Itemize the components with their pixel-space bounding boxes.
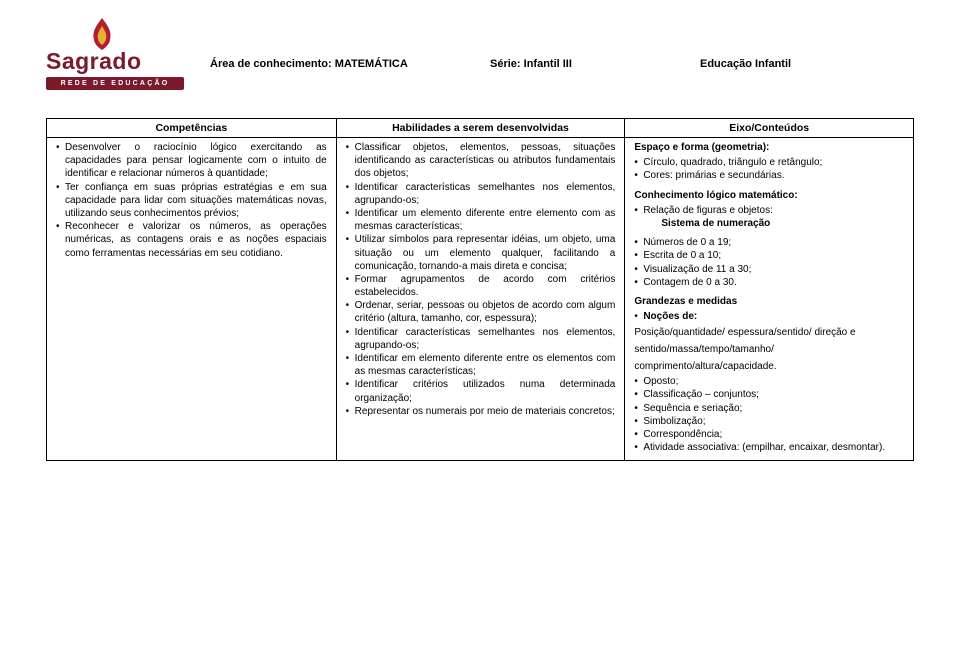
list-item: Simbolização; [634, 415, 904, 428]
col-header-eixo: Eixo/Conteúdos [624, 119, 913, 138]
list-item: Classificação – conjuntos; [634, 388, 904, 401]
list-item: Representar os numerais por meio de mate… [346, 405, 616, 418]
list-item: Sequência e seriação; [634, 402, 904, 415]
list-item: Formar agrupamentos de acordo com critér… [346, 273, 616, 299]
content-table: Competências Habilidades a serem desenvo… [46, 118, 914, 461]
logo-sub: REDE DE EDUCAÇÃO [61, 80, 170, 87]
list-item: Escrita de 0 a 10; [634, 249, 904, 262]
eixo-s2a-sub: Sistema de numeração [661, 218, 770, 229]
cell-eixo: Espaço e forma (geometria): Círculo, qua… [624, 138, 913, 460]
area-value: MATEMÁTICA [335, 58, 408, 70]
area-label: Área de conhecimento: [210, 58, 332, 70]
list-item: Identificar um elemento diferente entre … [346, 207, 616, 233]
list-item: Ordenar, seriar, pessoas ou objetos de a… [346, 299, 616, 325]
list-item: Correspondência; [634, 428, 904, 441]
eixo-sect1-title: Espaço e forma (geometria): [634, 141, 904, 154]
list-item: Identificar em elemento diferente entre … [346, 352, 616, 378]
logo-main: Sagrado [46, 48, 142, 75]
list-item: Relação de figuras e objetos: Sistema de… [634, 204, 904, 230]
list-item: Classificar objetos, elementos, pessoas,… [346, 141, 616, 181]
list-item: Desenvolver o raciocínio lógico exercita… [56, 141, 327, 181]
list-item: Ter confiança em suas próprias estratégi… [56, 181, 327, 221]
list-item: Identificar critérios utilizados numa de… [346, 378, 616, 404]
eixo-sect3-title: Grandezas e medidas [634, 295, 904, 308]
col-header-habilidades: Habilidades a serem desenvolvidas [336, 119, 625, 138]
serie-label: Série: [490, 58, 521, 70]
list-item: Utilizar símbolos para representar idéia… [346, 233, 616, 273]
col-header-competencias: Competências [47, 119, 336, 138]
list-item: Identificar características semelhantes … [346, 181, 616, 207]
list-item: Oposto; [634, 375, 904, 388]
cell-habilidades: Classificar objetos, elementos, pessoas,… [336, 138, 625, 460]
header-row: Área de conhecimento: MATEMÁTICA Série: … [210, 58, 910, 70]
cell-competencias: Desenvolver o raciocínio lógico exercita… [47, 138, 336, 460]
list-item: Reconhecer e valorizar os números, as op… [56, 220, 327, 260]
header-serie: Série: Infantil III [490, 58, 700, 70]
list-item: Cores: primárias e secundárias. [634, 169, 904, 182]
list-item: Noções de: [634, 310, 904, 323]
header-educ: Educação Infantil [700, 58, 910, 70]
eixo-s2a: Relação de figuras e objetos: [643, 205, 773, 216]
header-area: Área de conhecimento: MATEMÁTICA [210, 58, 490, 70]
logo-band: REDE DE EDUCAÇÃO [46, 77, 184, 90]
list-item: Contagem de 0 a 30. [634, 276, 904, 289]
list-item: Círculo, quadrado, triângulo e retângulo… [634, 156, 904, 169]
eixo-s3a-lines: Posição/quantidade/ espessura/sentido/ d… [634, 324, 904, 375]
eixo-s3a: Noções de: [643, 311, 697, 322]
list-item: Atividade associativa: (empilhar, encaix… [634, 441, 904, 454]
list-item: Identificar características semelhantes … [346, 326, 616, 352]
serie-value: Infantil III [524, 58, 572, 70]
logo: Sagrado REDE DE EDUCAÇÃO [46, 16, 186, 98]
eixo-sect2-title: Conhecimento lógico matemático: [634, 189, 904, 202]
list-item: Visualização de 11 a 30; [634, 263, 904, 276]
list-item: Números de 0 a 19; [634, 236, 904, 249]
